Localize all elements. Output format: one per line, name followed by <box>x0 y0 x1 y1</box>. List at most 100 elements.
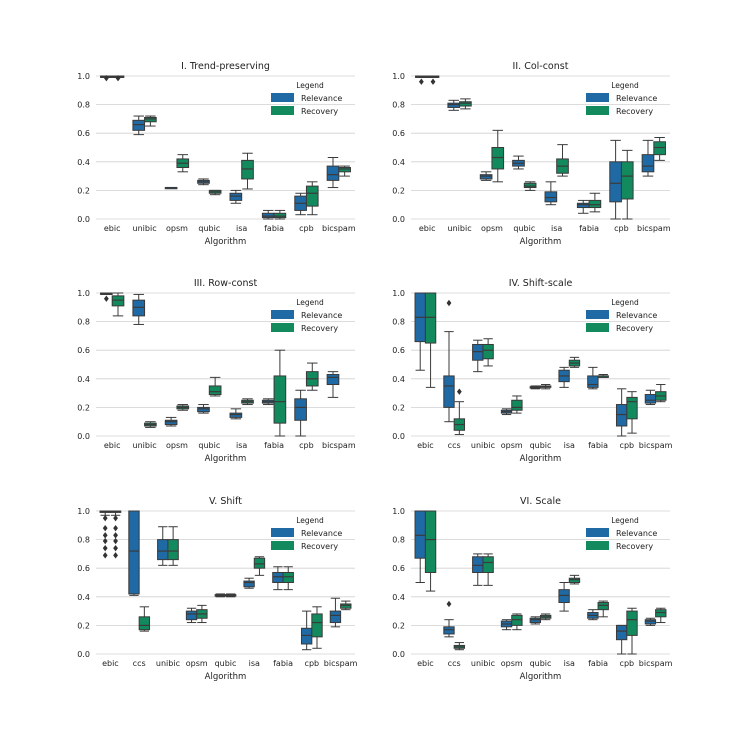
box-body <box>164 419 178 426</box>
box-body <box>443 626 455 635</box>
outlier-point <box>103 74 109 82</box>
box-body <box>326 165 340 181</box>
x-axis-label: Algorithm <box>520 672 562 682</box>
box-recovery-isa <box>568 356 581 368</box>
chart-panel-4: 0.0 0.2 0.4 0.6 0.8 1.0 IV. Shift-scale Algorit… <box>392 278 672 464</box>
box-relevance-isa <box>229 189 243 204</box>
y-tick-label: 0.2 <box>392 403 405 412</box>
outlier-point <box>102 532 108 539</box>
y-tick-label: 0.0 <box>392 650 405 659</box>
box-relevance-unibic <box>472 553 484 586</box>
x-tick-label: qubic <box>198 441 220 450</box>
y-tick-label: 0.8 <box>77 536 90 545</box>
y-tick-label: 0.2 <box>392 186 405 195</box>
box-recovery-ebic <box>111 74 125 82</box>
legend-swatch-relevance <box>586 528 609 537</box>
y-tick-label: 1.0 <box>77 72 90 81</box>
legend: Legend Relevance Recovery <box>586 81 657 116</box>
x-tick-label: qubic <box>215 659 237 668</box>
panel-title: V. Shift <box>209 496 242 507</box>
box-relevance-isa <box>229 408 243 420</box>
panel-title: III. Row-const <box>194 278 258 289</box>
box-body <box>253 557 266 569</box>
legend-title: Legend <box>296 81 324 90</box>
x-tick-label: opsm <box>501 659 523 668</box>
box-relevance-bicspam <box>644 617 657 626</box>
box-body <box>261 212 275 219</box>
x-tick-label: isa <box>564 659 575 668</box>
box-body <box>282 571 294 583</box>
box-recovery-qubic <box>540 384 552 390</box>
box-body <box>294 398 307 421</box>
box-recovery-opsm <box>196 604 208 624</box>
box-body <box>326 374 340 386</box>
x-tick-label: cpb <box>299 224 314 233</box>
box-relevance-bicspam <box>644 389 657 406</box>
box-body <box>132 299 146 317</box>
y-tick-label: 0.8 <box>392 536 405 545</box>
box-body <box>229 412 243 418</box>
outlier-point <box>418 78 424 85</box>
box-recovery-opsm <box>511 613 523 631</box>
box-recovery-ebic <box>426 75 440 85</box>
outlier-point <box>103 295 109 302</box>
x-tick-label: ebic <box>417 659 434 668</box>
x-tick-label: bicspam <box>324 659 358 668</box>
box-body <box>447 102 461 108</box>
box-recovery-fabia <box>588 192 602 213</box>
x-tick-label: fabia <box>579 224 599 233</box>
legend-label-recovery: Recovery <box>616 324 653 333</box>
y-tick-label: 0.6 <box>77 564 90 573</box>
y-tick-label: 1.0 <box>392 289 405 298</box>
outlier-point <box>113 537 118 545</box>
box-body <box>424 292 437 344</box>
box-body <box>544 191 558 203</box>
box-recovery-isa <box>568 574 581 585</box>
box-relevance-qubic <box>197 404 210 414</box>
box-recovery-opsm <box>511 395 523 414</box>
legend: Legend Relevance Recovery <box>271 81 342 116</box>
x-tick-label: bicspam <box>639 659 673 668</box>
x-tick-label: ebic <box>419 224 436 233</box>
box-relevance-qubic <box>214 593 226 598</box>
y-tick-label: 0.2 <box>77 621 90 630</box>
box-body <box>615 624 628 641</box>
x-tick-label: ebic <box>104 441 121 450</box>
chart-panel-2: 0.0 0.2 0.4 0.6 0.8 1.0 II. Col-const Algorithm… <box>392 61 671 247</box>
box-recovery-opsm <box>176 154 190 173</box>
box-recovery-bicspam <box>655 384 667 403</box>
legend-label-recovery: Recovery <box>301 107 338 116</box>
box-recovery-isa <box>241 398 254 406</box>
box-recovery-bicspam <box>655 607 667 624</box>
box-recovery-cpb <box>626 607 638 655</box>
box-body <box>144 116 157 123</box>
legend-title: Legend <box>611 81 639 90</box>
y-tick-label: 0.0 <box>392 432 405 441</box>
x-tick-label: opsm <box>186 659 208 668</box>
box-body <box>576 202 590 209</box>
box-recovery-unibic <box>144 421 157 428</box>
box-recovery-ccs <box>453 388 466 436</box>
box-relevance-qubic <box>512 155 525 170</box>
box-relevance-opsm <box>500 408 513 416</box>
legend-swatch-relevance <box>271 528 294 537</box>
y-tick-label: 0.4 <box>77 593 90 602</box>
x-axis-label: Algorithm <box>520 454 562 464</box>
box-relevance-cpb <box>615 388 628 437</box>
x-tick-label: qubic <box>530 659 552 668</box>
box-relevance-ccs <box>443 299 455 423</box>
box-recovery-unibic <box>144 115 157 127</box>
x-tick-label: cpb <box>305 659 320 668</box>
box-body <box>300 627 313 645</box>
x-tick-label: ccs <box>133 659 146 668</box>
outlier-point <box>430 78 436 85</box>
box-recovery-unibic <box>167 526 179 566</box>
box-recovery-ebic <box>424 510 437 592</box>
outlier-point <box>113 532 118 539</box>
box-relevance-fabia <box>272 566 284 591</box>
box-body <box>329 610 342 624</box>
box-relevance-ccs <box>128 510 140 596</box>
x-tick-label: bicspam <box>639 441 673 450</box>
x-tick-label: cpb <box>620 441 635 450</box>
